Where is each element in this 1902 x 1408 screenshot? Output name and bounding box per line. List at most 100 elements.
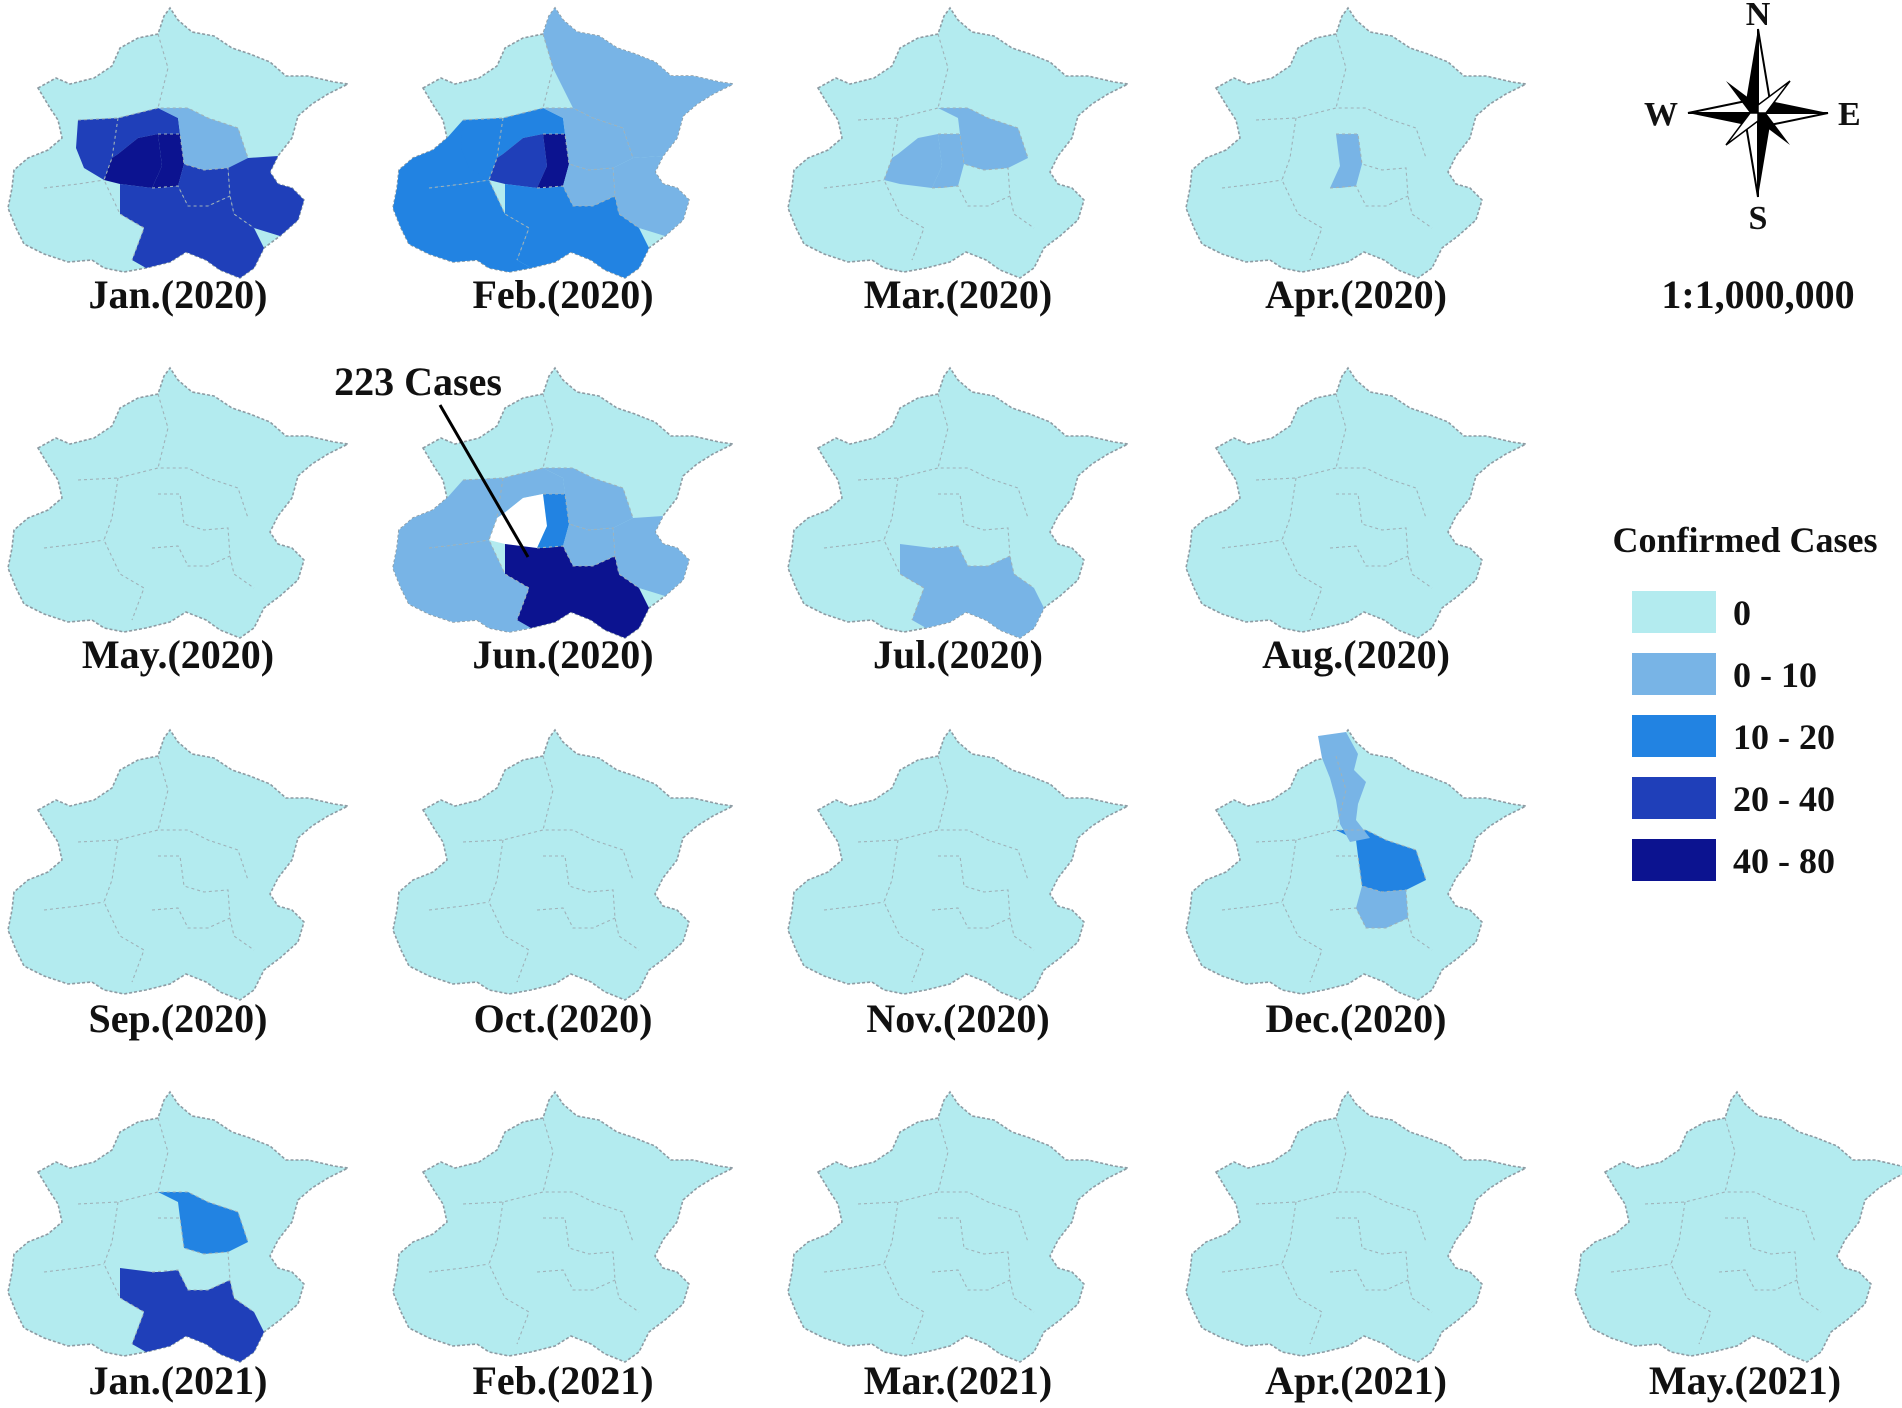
map-outline [1185, 366, 1529, 639]
month-label: May.(2021) [1649, 1358, 1841, 1403]
district-boundary [151, 907, 231, 929]
month-map [392, 1090, 736, 1363]
month-label: Sep.(2020) [89, 996, 268, 1041]
map-outline [1185, 1090, 1529, 1363]
district-south [505, 184, 649, 278]
legend-swatch [1632, 715, 1716, 757]
district-boundary [1670, 1201, 1712, 1345]
district-south [900, 544, 1044, 638]
district-boundary [158, 133, 255, 229]
district-east-core [537, 134, 569, 188]
district-boundary [883, 477, 925, 621]
district-boundary [157, 393, 169, 469]
legend-swatch [1632, 839, 1716, 881]
district-boundary [488, 477, 530, 621]
month-map [1185, 1090, 1529, 1363]
district-boundary [938, 855, 1035, 951]
district-boundary [1336, 1217, 1433, 1313]
month-map [7, 6, 351, 279]
month-map [7, 1090, 351, 1363]
legend-label: 0 - 10 [1733, 655, 1817, 695]
district-east-center [938, 108, 1028, 170]
district-southeast-inner [563, 164, 615, 206]
district-boundary [1336, 493, 1433, 589]
district-boundary [543, 855, 640, 951]
month-map [1185, 366, 1529, 639]
district-boundary [536, 185, 616, 207]
district-boundary [151, 545, 231, 567]
month-label: Jan.(2020) [89, 272, 268, 317]
district-boundary [1724, 1117, 1736, 1193]
district-boundary [937, 33, 949, 109]
legend-swatch [1632, 591, 1716, 633]
district-east-center [1336, 830, 1426, 892]
month-label: Oct.(2020) [474, 996, 653, 1041]
district-boundary [543, 493, 640, 589]
district-east-core [537, 494, 569, 548]
district-boundary [1329, 907, 1409, 929]
month-label: Feb.(2020) [472, 272, 653, 317]
district-southeast-outer [613, 156, 689, 236]
district-southeast-inner [178, 164, 230, 206]
district-northeast [543, 8, 733, 158]
district-boundary [931, 1269, 1011, 1291]
month-map [1185, 6, 1529, 279]
district-boundary [536, 545, 616, 567]
district-boundary [103, 117, 145, 261]
district-boundary [103, 839, 145, 983]
district-boundary [931, 907, 1011, 929]
district-boundary [1281, 1201, 1323, 1345]
district-boundary [1281, 839, 1323, 983]
district-boundary [536, 1269, 616, 1291]
district-southeast-outer [613, 516, 689, 596]
district-boundary [542, 755, 554, 831]
district-boundary [1329, 1269, 1409, 1291]
month-map [787, 728, 1131, 1001]
scale-label: 1:1,000,000 [1661, 272, 1854, 317]
district-boundary [103, 1201, 145, 1345]
district-boundary [1335, 33, 1347, 109]
map-outline [392, 728, 736, 1001]
month-label: Dec.(2020) [1265, 996, 1446, 1041]
month-map [787, 6, 1131, 279]
map-outline [787, 366, 1131, 639]
district-boundary [937, 755, 949, 831]
district-boundary [1281, 477, 1323, 621]
district-west-center [104, 134, 162, 188]
district-boundary [938, 133, 1035, 229]
district-boundary [542, 393, 554, 469]
legend-title: Confirmed Cases [1613, 520, 1878, 560]
month-map [787, 366, 1131, 639]
district-boundary [938, 493, 1035, 589]
legend: Confirmed Cases 0 0 - 10 10 - 20 20 - 40 40 … [1613, 520, 1878, 881]
district-boundary [542, 33, 554, 109]
district-boundary [543, 133, 640, 229]
district-boundary [1336, 133, 1433, 229]
month-map [787, 1090, 1131, 1363]
district-east-center [158, 1192, 248, 1254]
district-boundary [151, 1269, 231, 1291]
district-east-center [543, 108, 633, 170]
district-south [505, 544, 649, 638]
district-east-center [543, 468, 633, 530]
district-southeast-inner [1356, 886, 1408, 928]
district-north-strip [1318, 732, 1370, 842]
month-label: May.(2020) [82, 632, 274, 677]
map-outline [1185, 728, 1529, 1001]
district-boundary [158, 1217, 255, 1313]
month-map [392, 6, 736, 279]
compass-north-label: N [1746, 0, 1771, 33]
map-outline [787, 728, 1131, 1001]
district-boundary [158, 493, 255, 589]
legend-label: 20 - 40 [1733, 779, 1835, 819]
district-north-ring [76, 108, 180, 180]
district-boundary [937, 393, 949, 469]
district-boundary [1281, 117, 1323, 261]
district-boundary [543, 1217, 640, 1313]
district-boundary [1336, 855, 1433, 951]
district-boundary [937, 1117, 949, 1193]
monthly-maps: Jan.(2020) Feb.(2020) Mar.(2020) Apr.(2020)… [7, 6, 1902, 1403]
month-label: Mar.(2020) [864, 272, 1052, 317]
district-boundary [883, 1201, 925, 1345]
